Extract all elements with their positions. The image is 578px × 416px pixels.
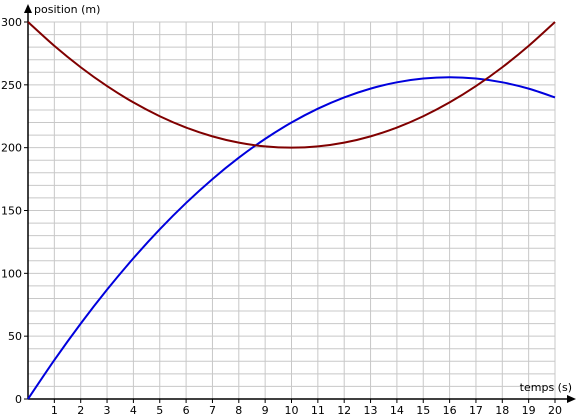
x-tick-label: 10: [285, 404, 299, 416]
x-tick-label: 16: [443, 404, 457, 416]
tick-labels: 1 2 3 4 5 6 7 8 9 10 11 12 13 14 15 16 17 18 19 20050100150…: [1, 16, 562, 416]
y-axis-arrow: [24, 4, 32, 13]
x-tick-label: 20: [548, 404, 562, 416]
x-tick-label: 11: [311, 404, 325, 416]
x-tick-label: 9: [262, 404, 269, 416]
x-tick-label: 18: [495, 404, 509, 416]
y-tick-label: 200: [1, 142, 22, 155]
y-axis-label: position (m): [34, 3, 100, 16]
x-tick-label: 19: [522, 404, 536, 416]
x-tick-label: 3: [104, 404, 111, 416]
x-tick-label: 14: [390, 404, 404, 416]
series-line-2: [27, 21, 556, 149]
y-tick-label: 150: [1, 205, 22, 218]
axes: [24, 4, 576, 403]
x-axis-label: temps (s): [520, 381, 572, 394]
x-tick-label: 13: [364, 404, 378, 416]
y-tick-label: 300: [1, 16, 22, 29]
y-tick-label: 250: [1, 79, 22, 92]
series-lines: [27, 21, 556, 400]
x-tick-label: 8: [235, 404, 242, 416]
y-tick-label: 0: [15, 393, 22, 406]
x-tick-label: 7: [209, 404, 216, 416]
x-axis-arrow: [567, 395, 576, 403]
x-tick-label: 15: [416, 404, 430, 416]
x-tick-label: 1: [51, 404, 58, 416]
y-tick-label: 100: [1, 267, 22, 280]
x-tick-label: 5: [156, 404, 163, 416]
x-tick-label: 2: [77, 404, 84, 416]
x-tick-label: 4: [130, 404, 137, 416]
y-tick-label: 50: [8, 330, 22, 343]
x-tick-label: 6: [183, 404, 190, 416]
x-tick-label: 17: [469, 404, 483, 416]
grid: [28, 21, 556, 399]
x-tick-label: 12: [337, 404, 351, 416]
series-line-1: [27, 76, 556, 400]
